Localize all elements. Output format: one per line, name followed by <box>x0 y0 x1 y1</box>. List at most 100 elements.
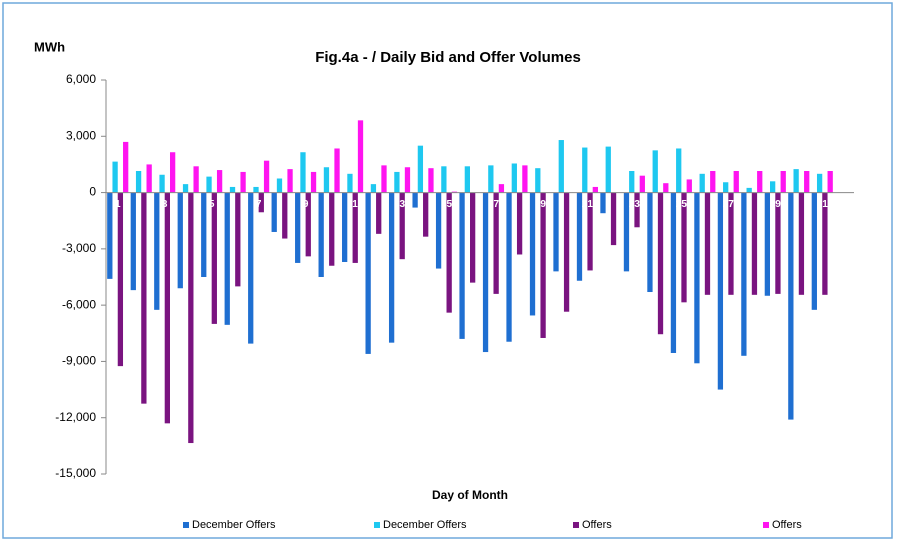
bar <box>188 192 194 444</box>
legend-swatch <box>374 522 380 528</box>
x-tick-label: 17 <box>488 199 500 210</box>
bar <box>357 120 364 193</box>
bar <box>287 169 293 193</box>
x-tick-label: 31 <box>817 199 829 210</box>
bar <box>253 186 259 193</box>
bar <box>728 192 734 295</box>
bar <box>169 152 176 193</box>
x-tick-label: 23 <box>629 199 641 210</box>
bar <box>717 192 724 390</box>
bar <box>216 170 223 193</box>
bar <box>282 192 288 239</box>
bar <box>305 192 311 257</box>
bar <box>193 166 199 193</box>
bar <box>652 150 658 193</box>
bar <box>394 171 400 193</box>
y-tick-label: -3,000 <box>62 241 96 255</box>
bar <box>681 192 687 303</box>
bar <box>159 174 165 193</box>
bar <box>146 164 152 193</box>
bar <box>224 192 230 325</box>
legend-label: Offers <box>772 519 802 531</box>
x-tick-label: 27 <box>723 199 735 210</box>
bar <box>699 173 705 193</box>
bar <box>788 192 794 420</box>
bar <box>177 192 183 289</box>
y-tick-label: -15,000 <box>55 466 96 480</box>
x-tick-label: 15 <box>441 199 453 210</box>
bar <box>182 184 189 193</box>
bar <box>318 192 324 277</box>
bar <box>663 183 669 193</box>
y-tick-label: -12,000 <box>55 410 96 424</box>
legend-label: Offers <box>582 519 612 531</box>
bar <box>201 192 207 277</box>
bar <box>704 192 711 295</box>
bar <box>423 192 429 237</box>
x-tick-label: 13 <box>394 199 406 210</box>
bar <box>798 192 805 295</box>
chart-title: Fig.4a - / Daily Bid and Offer Volumes <box>315 49 581 66</box>
bar <box>271 192 277 232</box>
y-tick-label: 6,000 <box>66 72 96 86</box>
x-tick-label: 11 <box>347 199 358 210</box>
y-tick-label: 0 <box>89 185 96 199</box>
bar <box>295 192 301 263</box>
bar <box>248 192 254 344</box>
bar <box>670 192 677 353</box>
bar <box>399 192 405 260</box>
bar <box>764 192 771 296</box>
bar <box>240 171 246 193</box>
bar <box>388 192 395 343</box>
bar <box>558 140 564 193</box>
x-tick-label: 3 <box>162 199 168 210</box>
bar <box>793 169 799 193</box>
bar <box>751 192 758 295</box>
bar <box>506 192 512 342</box>
bar <box>827 170 833 193</box>
bar <box>441 166 447 193</box>
bar <box>516 192 523 255</box>
x-axis-label: Day of Month <box>432 488 508 502</box>
bar <box>154 192 160 310</box>
legend-swatch <box>183 522 189 528</box>
bar <box>235 192 241 287</box>
bar <box>117 192 124 367</box>
bar <box>639 175 645 193</box>
legend-label: December Offers <box>383 519 467 531</box>
legend-swatch <box>763 522 769 528</box>
bar <box>107 192 113 279</box>
bar <box>482 192 489 353</box>
bar <box>600 192 606 214</box>
bar <box>592 186 598 193</box>
bar <box>310 171 317 193</box>
bar <box>300 152 306 193</box>
bar <box>412 192 418 208</box>
bar <box>470 192 476 283</box>
bar <box>770 181 776 193</box>
bar <box>459 192 465 339</box>
bar <box>816 173 823 193</box>
bar <box>804 170 810 193</box>
bar <box>522 165 528 193</box>
bar <box>211 192 217 324</box>
bar <box>757 170 763 193</box>
y-axis-label: MWh <box>34 39 65 54</box>
x-tick-label: 1 <box>115 199 121 210</box>
bar <box>741 192 747 356</box>
x-tick-label: 5 <box>209 199 215 210</box>
bar <box>446 192 452 313</box>
bar <box>123 141 129 193</box>
bar <box>511 163 517 193</box>
bar <box>112 161 118 193</box>
bar <box>488 165 494 193</box>
bar <box>629 170 635 193</box>
bar <box>563 192 570 312</box>
x-tick-label: 25 <box>676 199 688 210</box>
bar <box>775 192 781 294</box>
bar <box>493 192 499 294</box>
bar <box>428 168 434 193</box>
bar <box>694 192 700 364</box>
bar <box>417 145 424 193</box>
bar <box>710 170 716 193</box>
